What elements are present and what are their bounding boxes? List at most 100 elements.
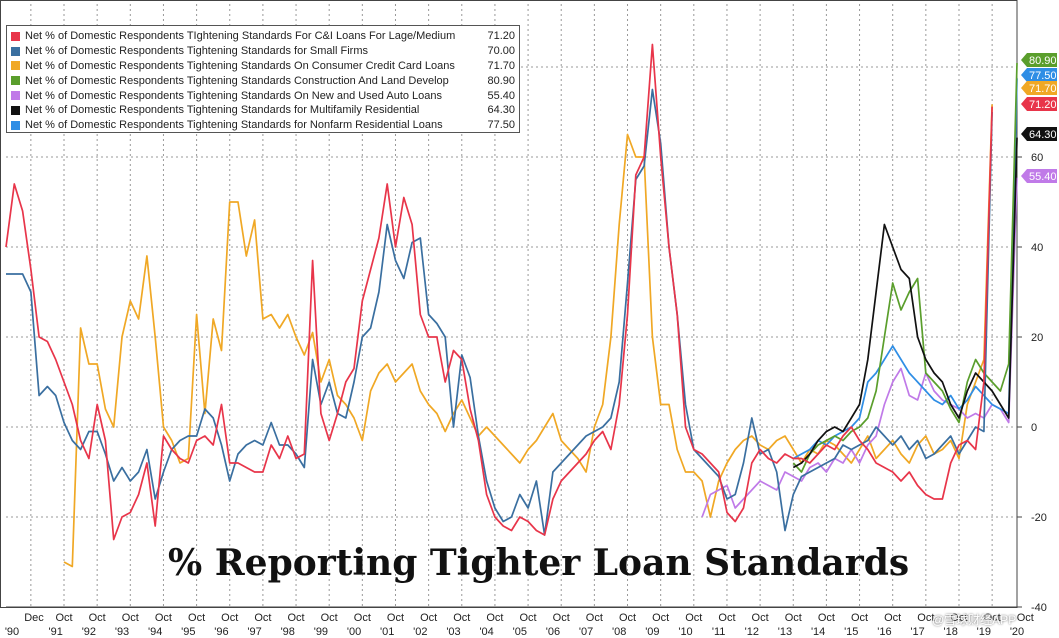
- legend-label: Net % of Domestic Respondents Tightening…: [25, 74, 449, 87]
- x-tick-month: Oct: [287, 612, 304, 624]
- series-line: [6, 88, 993, 536]
- y-tick-label: 20: [1031, 332, 1043, 344]
- legend-item: Net % of Domestic Respondents Tightening…: [11, 59, 515, 74]
- legend-label: Net % of Domestic Respondents Tightening…: [25, 45, 368, 58]
- chart-title: % Reporting Tighter Loan Standards: [168, 542, 910, 584]
- svg-text:64.30: 64.30: [1029, 129, 1057, 141]
- x-tick-year: '12: [745, 626, 759, 638]
- legend-item: Net % of Domestic Respondents Tightening…: [11, 73, 515, 88]
- series-line: [63, 104, 993, 568]
- x-tick-year: '93: [115, 626, 129, 638]
- x-tick-month: Oct: [486, 612, 503, 624]
- watermark: @雪球财经APP: [932, 613, 1017, 627]
- x-tick-month: Oct: [619, 612, 636, 624]
- series-line: [792, 78, 1018, 460]
- x-tick-month: Oct: [652, 612, 669, 624]
- x-tick-year: '16: [877, 626, 891, 638]
- x-tick-month: Oct: [851, 612, 868, 624]
- x-tick-month: Oct: [155, 612, 172, 624]
- legend-label: Net % of Domestic Respondents Tightening…: [25, 119, 443, 132]
- legend-swatch: [11, 76, 20, 86]
- y-tick-label: 40: [1031, 242, 1043, 254]
- series-lines: [5, 43, 1018, 568]
- x-tick-month: Oct: [685, 612, 702, 624]
- legend-label: Net % of Domestic Respondents Tightening…: [25, 89, 443, 102]
- legend-label: Net % of Domestic Respondents TIghtening…: [25, 30, 456, 43]
- series-end-label: 80.90: [1021, 53, 1057, 67]
- series-line: [701, 177, 1018, 518]
- x-tick-year: '90: [5, 626, 19, 638]
- x-tick-month: Dec: [24, 612, 44, 624]
- series-end-label: 71.70: [1021, 81, 1057, 95]
- x-tick-month: Oct: [984, 612, 1001, 624]
- legend-item: Net % of Domestic Respondents Tightening…: [11, 88, 515, 103]
- legend-swatch: [11, 61, 20, 71]
- x-tick-year: '11: [712, 626, 726, 638]
- x-tick-year: '01: [380, 626, 394, 638]
- x-tick-year: '09: [645, 626, 659, 638]
- legend-label: Net % of Domestic Respondents Tightening…: [25, 59, 455, 72]
- x-tick-month: Oct: [884, 612, 901, 624]
- x-tick-month: Oct: [586, 612, 603, 624]
- legend: Net % of Domestic Respondents TIghtening…: [6, 25, 520, 133]
- legend-label: Net % of Domestic Respondents Tightening…: [25, 104, 420, 117]
- x-tick-month: Oct: [321, 612, 338, 624]
- legend-value: 70.00: [487, 45, 515, 58]
- x-tick-month: Oct: [254, 612, 271, 624]
- x-tick-month: Oct: [950, 612, 967, 624]
- series-end-label: 64.30: [1021, 127, 1057, 141]
- x-tick-month: Oct: [122, 612, 139, 624]
- series-end-label: 55.40: [1021, 169, 1057, 183]
- y-tick-label: 60: [1031, 152, 1043, 164]
- x-tick-month: Oct: [752, 612, 769, 624]
- svg-text:80.90: 80.90: [1029, 55, 1057, 67]
- legend-value: 55.40: [487, 89, 515, 102]
- y-tick-label: -20: [1031, 512, 1047, 524]
- x-tick-year: '15: [844, 626, 858, 638]
- x-tick-year: '19: [977, 626, 991, 638]
- x-tick-year: '20: [1010, 626, 1024, 638]
- x-tick-year: '04: [479, 626, 493, 638]
- legend-swatch: [11, 91, 20, 101]
- x-tick-year: '99: [314, 626, 328, 638]
- legend-value: 77.50: [487, 119, 515, 132]
- y-axis: -40 -20 0 20 40 60: [1017, 152, 1047, 614]
- x-tick-year: '92: [82, 626, 96, 638]
- x-tick-year: '97: [247, 626, 261, 638]
- svg-text:55.40: 55.40: [1029, 171, 1057, 183]
- x-tick-year: '10: [678, 626, 692, 638]
- x-tick-month: Oct: [453, 612, 470, 624]
- x-tick-year: '91: [49, 626, 63, 638]
- svg-text:71.20: 71.20: [1029, 99, 1057, 111]
- x-tick-month: Oct: [1017, 612, 1034, 624]
- x-tick-month: Oct: [785, 612, 802, 624]
- legend-swatch: [11, 31, 20, 41]
- x-tick-year: '98: [281, 626, 295, 638]
- x-tick-year: '03: [446, 626, 460, 638]
- x-tick-month: Oct: [917, 612, 934, 624]
- x-tick-year: '14: [811, 626, 825, 638]
- x-tick-month: Oct: [221, 612, 238, 624]
- legend-value: 64.30: [487, 104, 515, 117]
- legend-value: 71.20: [487, 30, 515, 43]
- x-tick-year: '96: [214, 626, 228, 638]
- x-tick-month: Oct: [520, 612, 537, 624]
- x-tick-year: '00: [347, 626, 361, 638]
- x-tick-month: Oct: [89, 612, 106, 624]
- x-tick-month: Oct: [354, 612, 371, 624]
- x-tick-year: '05: [513, 626, 527, 638]
- svg-text:71.70: 71.70: [1029, 83, 1057, 95]
- legend-item: Net % of Domestic Respondents Tightening…: [11, 118, 515, 133]
- legend-item: Net % of Domestic Respondents Tightening…: [11, 44, 515, 59]
- x-tick-month: Oct: [818, 612, 835, 624]
- series-line: [792, 137, 1018, 469]
- svg-text:77.50: 77.50: [1029, 70, 1057, 82]
- y-tick-label: -40: [1031, 602, 1047, 614]
- legend-item: Net % of Domestic Respondents Tightening…: [11, 103, 515, 118]
- x-tick-year: '13: [778, 626, 792, 638]
- x-tick-month: Oct: [553, 612, 570, 624]
- x-tick-year: '07: [579, 626, 593, 638]
- x-tick-year: '95: [181, 626, 195, 638]
